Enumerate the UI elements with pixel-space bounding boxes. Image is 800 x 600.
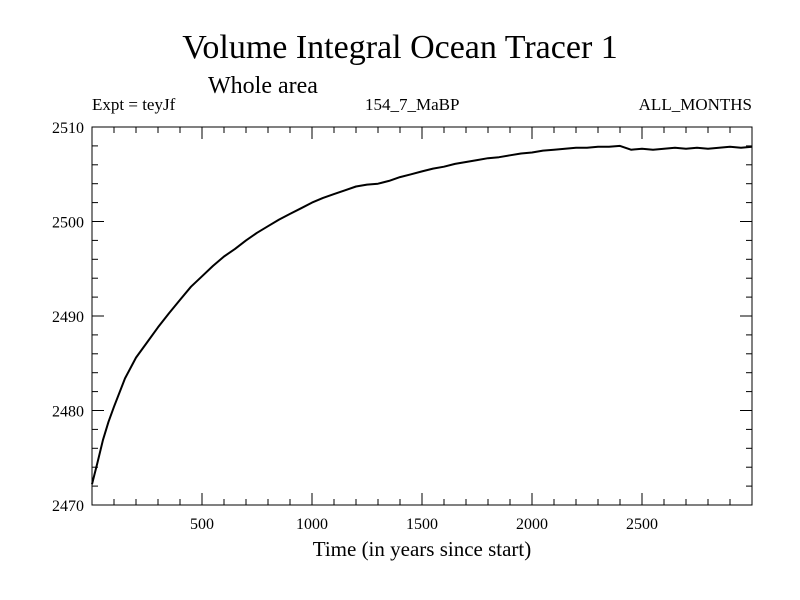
run-label: 154_7_MaBP [365, 95, 460, 114]
chart-title: Volume Integral Ocean Tracer 1 [182, 29, 618, 66]
x-tick-label: 1000 [296, 516, 328, 533]
y-tick-label: 2480 [52, 404, 84, 421]
plot-frame [91, 126, 753, 506]
data-series-line [91, 144, 753, 485]
axis-ticks [92, 126, 752, 506]
tick-labels: 500 1000 1500 2000 2500 2470 2480 2490 2500 2510 [52, 120, 658, 533]
chart-subtitle: Whole area [208, 73, 318, 99]
y-tick-label: 2470 [52, 498, 84, 515]
y-tick-label: 2510 [52, 120, 84, 137]
x-axis-title: Time (in years since start) [313, 537, 532, 561]
x-tick-label: 1500 [406, 516, 438, 533]
period-label: ALL_MONTHS [638, 95, 752, 114]
x-tick-label: 2000 [516, 516, 548, 533]
x-tick-label: 500 [190, 516, 214, 533]
experiment-label: Expt = teyJf [92, 95, 176, 114]
y-tick-label: 2490 [52, 309, 84, 326]
series-layer [91, 144, 753, 485]
x-tick-label: 2500 [626, 516, 658, 533]
y-tick-label: 2500 [52, 215, 84, 232]
